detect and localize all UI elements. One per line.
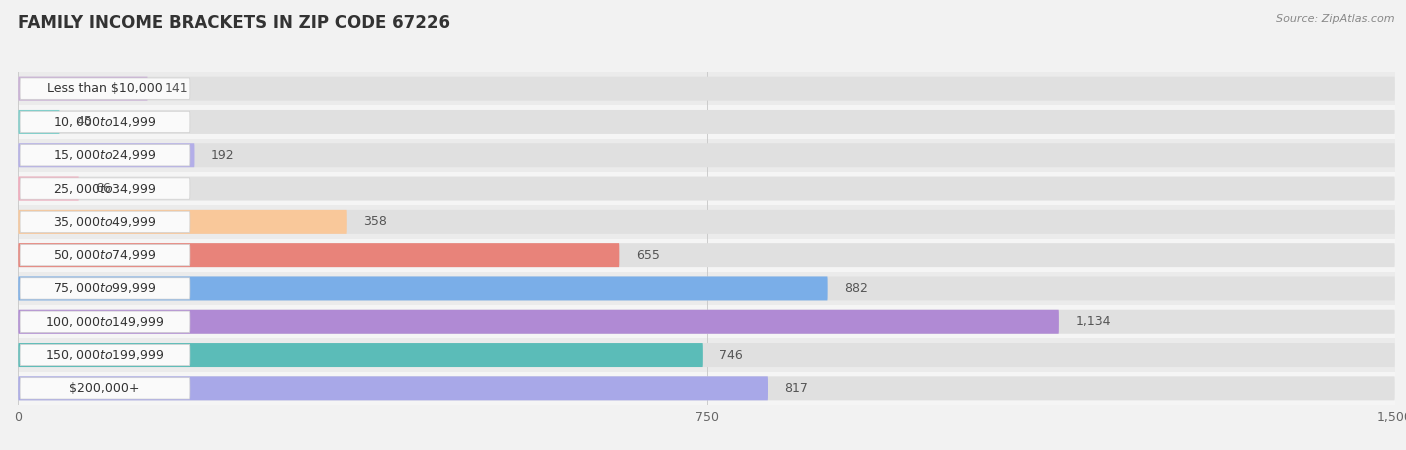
FancyBboxPatch shape	[18, 143, 1395, 167]
FancyBboxPatch shape	[20, 278, 190, 299]
Text: $15,000 to $24,999: $15,000 to $24,999	[53, 148, 156, 162]
FancyBboxPatch shape	[18, 110, 1395, 134]
FancyBboxPatch shape	[20, 78, 190, 99]
Bar	[18, 139, 1395, 172]
FancyBboxPatch shape	[18, 376, 768, 400]
FancyBboxPatch shape	[20, 111, 190, 133]
Bar	[18, 338, 1395, 372]
Text: 1,134: 1,134	[1076, 315, 1111, 328]
Text: $25,000 to $34,999: $25,000 to $34,999	[53, 181, 156, 196]
FancyBboxPatch shape	[18, 143, 194, 167]
FancyBboxPatch shape	[20, 211, 190, 233]
Bar	[18, 72, 1395, 105]
FancyBboxPatch shape	[20, 344, 190, 366]
FancyBboxPatch shape	[20, 144, 190, 166]
Text: 817: 817	[785, 382, 808, 395]
Text: $100,000 to $149,999: $100,000 to $149,999	[45, 315, 165, 329]
FancyBboxPatch shape	[18, 176, 1395, 201]
Text: $50,000 to $74,999: $50,000 to $74,999	[53, 248, 156, 262]
FancyBboxPatch shape	[18, 110, 59, 134]
FancyBboxPatch shape	[18, 176, 79, 201]
Text: Source: ZipAtlas.com: Source: ZipAtlas.com	[1277, 14, 1395, 23]
Bar	[18, 205, 1395, 239]
FancyBboxPatch shape	[20, 378, 190, 399]
Text: $75,000 to $99,999: $75,000 to $99,999	[53, 281, 156, 296]
FancyBboxPatch shape	[18, 210, 347, 234]
Text: 746: 746	[720, 349, 744, 361]
Text: 66: 66	[96, 182, 111, 195]
FancyBboxPatch shape	[20, 244, 190, 266]
FancyBboxPatch shape	[18, 343, 703, 367]
Bar	[18, 172, 1395, 205]
FancyBboxPatch shape	[18, 210, 1395, 234]
Text: $35,000 to $49,999: $35,000 to $49,999	[53, 215, 156, 229]
FancyBboxPatch shape	[18, 310, 1395, 334]
Text: 141: 141	[165, 82, 188, 95]
Text: $150,000 to $199,999: $150,000 to $199,999	[45, 348, 165, 362]
FancyBboxPatch shape	[18, 376, 1395, 400]
FancyBboxPatch shape	[18, 343, 1395, 367]
Text: 882: 882	[844, 282, 868, 295]
FancyBboxPatch shape	[18, 243, 619, 267]
FancyBboxPatch shape	[18, 276, 828, 301]
Text: 655: 655	[636, 249, 659, 261]
Text: Less than $10,000: Less than $10,000	[46, 82, 163, 95]
Bar	[18, 372, 1395, 405]
FancyBboxPatch shape	[20, 178, 190, 199]
FancyBboxPatch shape	[18, 243, 1395, 267]
FancyBboxPatch shape	[20, 311, 190, 333]
Bar	[18, 305, 1395, 338]
FancyBboxPatch shape	[18, 76, 1395, 101]
Text: $10,000 to $14,999: $10,000 to $14,999	[53, 115, 156, 129]
Bar	[18, 105, 1395, 139]
Bar	[18, 238, 1395, 272]
Text: $200,000+: $200,000+	[69, 382, 139, 395]
FancyBboxPatch shape	[18, 310, 1059, 334]
Text: 358: 358	[363, 216, 387, 228]
FancyBboxPatch shape	[18, 76, 148, 101]
Text: 45: 45	[76, 116, 91, 128]
Text: 192: 192	[211, 149, 235, 162]
Bar	[18, 272, 1395, 305]
Text: FAMILY INCOME BRACKETS IN ZIP CODE 67226: FAMILY INCOME BRACKETS IN ZIP CODE 67226	[18, 14, 450, 32]
FancyBboxPatch shape	[18, 276, 1395, 301]
